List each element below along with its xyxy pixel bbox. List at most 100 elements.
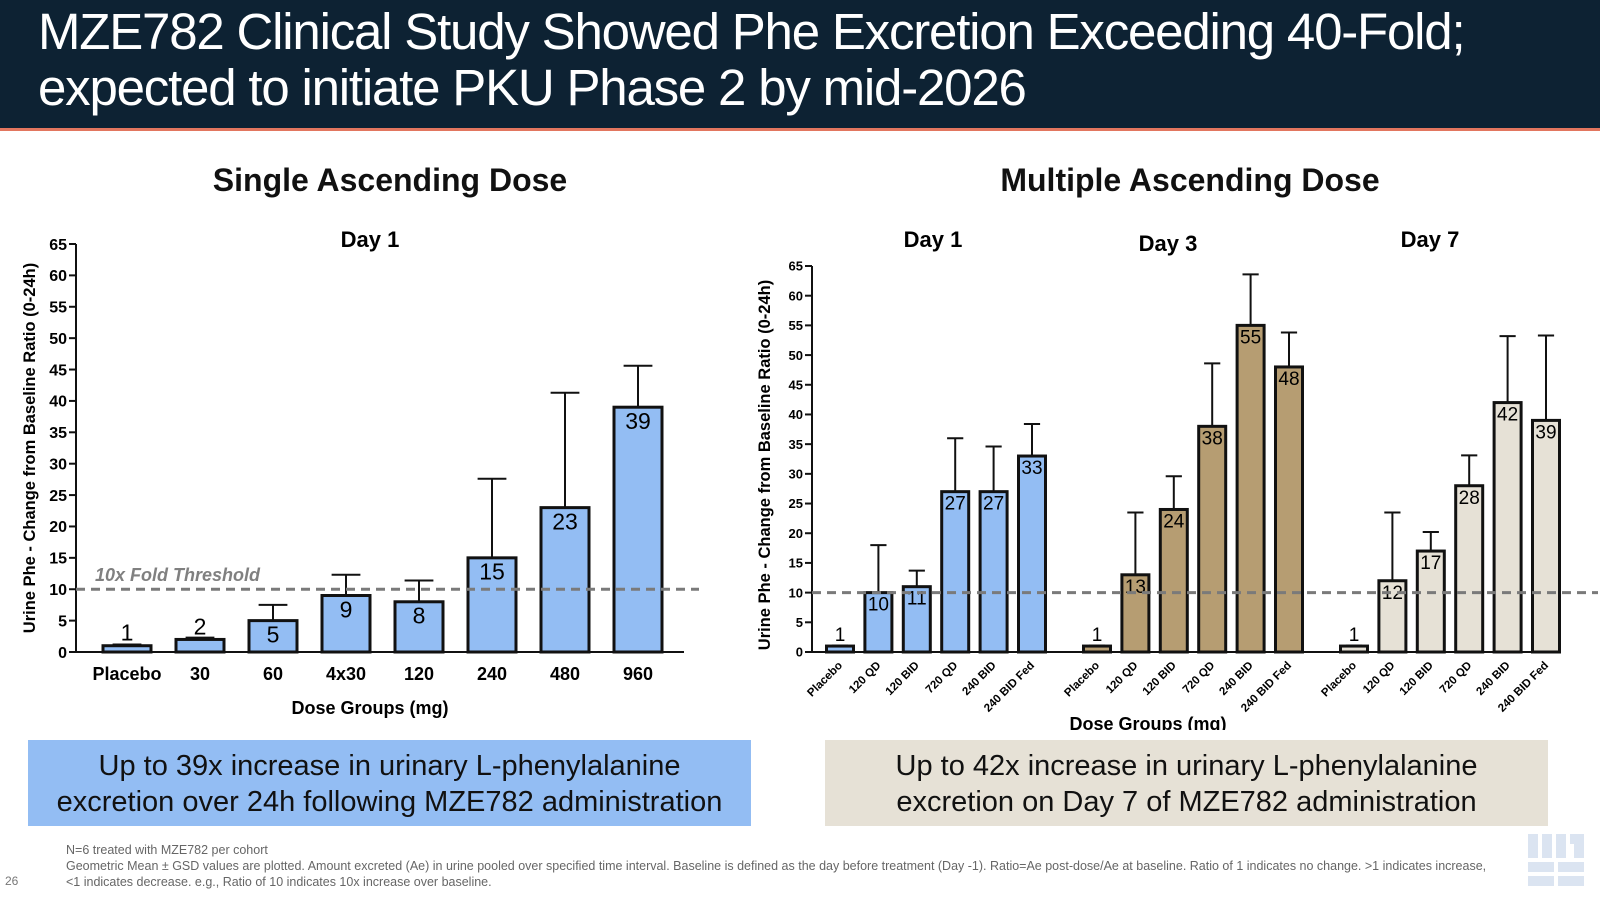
page-title: MZE782 Clinical Study Showed Phe Excreti… (38, 3, 1466, 116)
mad-y-tick-label: 40 (789, 407, 803, 422)
sad-bar (393, 600, 445, 654)
mad-x-tick-label: 720 QD (1438, 660, 1475, 697)
mad-x-tick-label: 120 QD (1361, 660, 1398, 697)
mad-x-tick-label: 120 QD (1104, 660, 1141, 697)
sad-x-tick-label: Placebo (92, 664, 161, 684)
sad-y-tick-label: 40 (49, 394, 67, 411)
mad-y-tick-label: 5 (796, 615, 803, 630)
mad-data-label: 13 (1125, 577, 1146, 598)
sad-x-tick-label: 4x30 (326, 664, 366, 684)
sad-y-tick-label: 10 (49, 582, 67, 599)
mad-data-label: 1 (1349, 625, 1360, 646)
sad-section-title: Single Ascending Dose (212, 162, 568, 198)
mad-y-tick-label: 20 (789, 526, 803, 541)
sad-data-label: 5 (267, 621, 280, 647)
sad-bar (320, 594, 372, 654)
mad-bar (940, 490, 971, 654)
sad-data-label: 8 (413, 603, 426, 629)
mad-data-label: 48 (1278, 369, 1299, 390)
footnote-methods: Geometric Mean ± GSD values are plotted.… (66, 859, 1487, 889)
sad-y-tick-label: 0 (58, 645, 67, 662)
sad-x-axis-title: Dose Groups (mg) (291, 698, 448, 718)
mad-bar (1017, 454, 1047, 654)
mad-day-title: Day 3 (1139, 231, 1198, 256)
mad-data-label: 39 (1535, 422, 1556, 443)
mad-bar (1120, 573, 1151, 654)
mad-chart: 0 5 10 15 20 25 30 35 40 45 50 55 60 65 1 Placebo 10 120 … (756, 227, 1598, 730)
sad-chart: 0 5 10 15 20 25 30 35 40 45 50 55 60 65 1 Placebo 2 30 5 60… (21, 227, 699, 718)
mad-y-tick-label: 60 (789, 288, 803, 303)
mad-data-label: 1 (835, 625, 846, 646)
mad-bar (825, 644, 855, 654)
mad-bar (901, 585, 932, 654)
sad-y-tick-label: 45 (49, 362, 67, 379)
sad-y-tick-label: 25 (49, 488, 67, 505)
sad-data-label: 9 (340, 596, 353, 622)
mad-y-tick-label: 55 (789, 318, 803, 333)
sad-x-tick-label: 120 (404, 664, 434, 684)
sad-data-label: 2 (194, 613, 207, 639)
mad-data-label: 27 (945, 494, 966, 515)
mad-bar (1531, 418, 1561, 654)
mad-x-tick-label: 720 QD (924, 660, 961, 697)
sad-y-tick-label: 65 (49, 237, 67, 254)
mad-bar (1492, 401, 1523, 654)
mad-bar (1197, 424, 1228, 654)
mad-y-tick-label: 30 (789, 467, 803, 482)
mad-x-axis-title: Dose Groups (mg) (1069, 714, 1226, 730)
mad-y-tick-label: 0 (796, 645, 803, 660)
sad-bar (247, 619, 299, 654)
mad-x-tick-label: 120 QD (847, 660, 884, 697)
sad-bar (466, 556, 518, 654)
mad-y-tick-label: 45 (789, 377, 803, 392)
header-banner: MZE782 Clinical Study Showed Phe Excreti… (0, 0, 1600, 131)
mad-data-label: 33 (1021, 458, 1042, 479)
sad-x-tick-label: 30 (190, 664, 210, 684)
mad-data-label: 55 (1240, 327, 1261, 348)
mad-y-tick-label: 65 (789, 259, 803, 274)
mad-bar (1158, 507, 1189, 654)
mad-data-label: 24 (1163, 512, 1185, 533)
mad-data-label: 38 (1202, 428, 1223, 449)
sad-y-tick-label: 35 (49, 425, 67, 442)
mad-x-tick-label: Placebo (1319, 660, 1359, 700)
sad-y-tick-label: 50 (49, 331, 67, 348)
sad-bar (612, 405, 664, 654)
sad-data-label: 15 (479, 559, 505, 585)
mad-x-tick-label: 240 BID (960, 660, 998, 698)
mad-bar (1274, 365, 1304, 654)
mad-x-tick-label: 240 BID (1217, 660, 1255, 698)
sad-callout: Up to 39x increase in urinary L-phenylal… (28, 740, 751, 826)
mad-data-label: 27 (983, 494, 1004, 515)
sad-y-tick-label: 60 (49, 268, 67, 285)
mad-bar (1082, 644, 1112, 654)
mad-x-tick-label: Placebo (1062, 660, 1102, 700)
mad-data-label: 42 (1497, 405, 1518, 426)
mad-x-tick-label: 720 QD (1181, 660, 1218, 697)
mad-bar (1235, 323, 1266, 654)
mad-bar (1339, 644, 1369, 654)
mad-data-label: 10 (868, 595, 889, 616)
sad-bar (101, 644, 153, 654)
mad-data-label: 17 (1420, 553, 1441, 574)
mad-bar (1454, 484, 1485, 654)
sad-bar (539, 506, 591, 654)
mad-y-tick-label: 50 (789, 348, 803, 363)
mad-x-tick-label: 240 BID (1474, 660, 1512, 698)
mad-y-tick-label: 35 (789, 437, 803, 452)
sad-y-tick-label: 15 (49, 551, 67, 568)
mad-y-tick-label: 25 (789, 496, 803, 511)
mad-day-title: Day 1 (904, 227, 963, 252)
page-number: 26 (5, 874, 19, 888)
sad-x-tick-label: 240 (477, 664, 507, 684)
sad-y-tick-label: 5 (58, 613, 67, 630)
mad-data-label: 28 (1459, 488, 1480, 509)
sad-day-title: Day 1 (341, 227, 400, 252)
sad-y-axis-title: Urine Phe - Change from Baseline Ratio (… (21, 263, 39, 633)
sad-y-tick-label: 30 (49, 456, 67, 473)
mad-y-tick-label: 10 (789, 585, 803, 600)
sad-data-label: 39 (625, 408, 651, 434)
mad-bar (978, 490, 1009, 654)
mad-y-tick-label: 15 (789, 556, 803, 571)
mad-x-tick-label: 120 BID (1141, 660, 1179, 698)
